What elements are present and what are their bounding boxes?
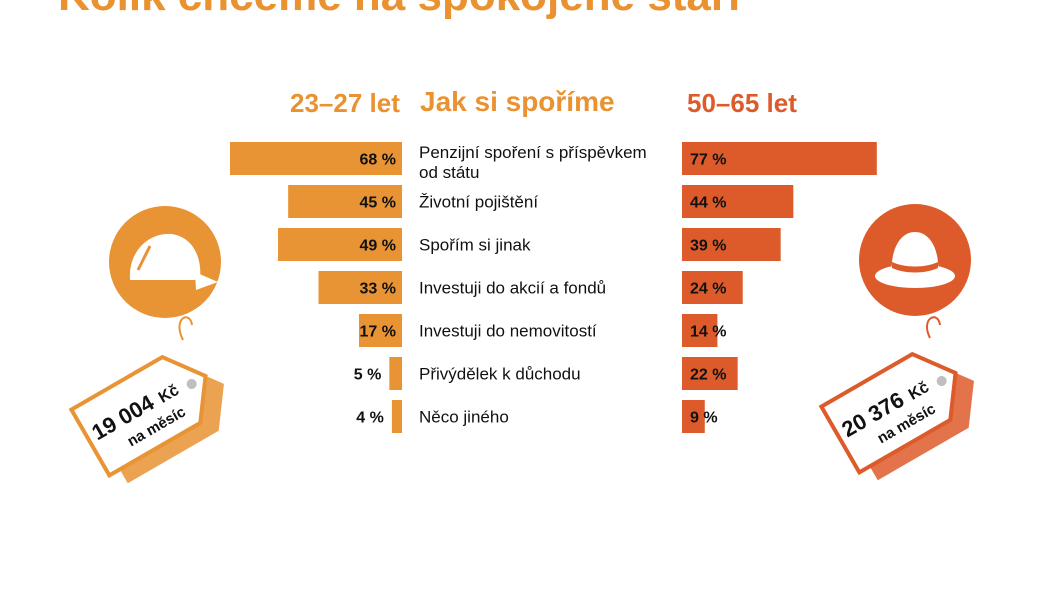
category-label-3: Investuji do akcií a fondů: [419, 279, 606, 298]
value-label-senior-2: 39 %: [690, 238, 726, 255]
category-label-0: Penzijní spoření s příspěvkem od státu: [419, 143, 647, 182]
page-title: Kolik chceme na spokojené stáří: [58, 0, 740, 18]
category-label-5: Přivýdělek k důchodu: [419, 365, 581, 384]
value-label-young-2: 49 %: [360, 238, 396, 255]
bar-senior-1: [682, 185, 794, 218]
senior-price-tag: 20 376 Kč na měsíc: [818, 316, 974, 481]
value-label-senior-1: 44 %: [690, 195, 726, 212]
value-label-young-3: 33 %: [360, 281, 396, 298]
bar-young-4: [358, 314, 402, 347]
value-label-young-1: 45 %: [360, 195, 396, 212]
hat-icon: [859, 204, 971, 316]
young-group-heading: 23–27 let: [290, 88, 400, 118]
category-label-2: Spořím si jinak: [419, 236, 531, 255]
chart-title: Jak si spoříme: [420, 86, 615, 117]
value-label-senior-3: 24 %: [690, 281, 726, 298]
category-label-4: Investuji do nemovitostí: [419, 322, 597, 341]
bar-senior-5: [682, 357, 738, 390]
bar-young-6: [391, 400, 402, 433]
young-price-tag: 19 004 Kč na měsíc: [68, 316, 224, 484]
value-label-senior-4: 14 %: [690, 324, 726, 341]
bar-senior-6: [682, 400, 705, 433]
value-label-young-6: 4 %: [356, 410, 384, 427]
bar-young-0: [229, 142, 402, 175]
bar-senior-0: [682, 142, 877, 175]
bar-senior-2: [682, 228, 781, 261]
bar-senior-4: [682, 314, 718, 347]
cap-icon: [109, 206, 221, 318]
bar-senior-3: [682, 271, 743, 304]
bar-young-3: [318, 271, 402, 304]
senior-group-heading: 50–65 let: [687, 88, 797, 118]
category-label-6: Něco jiného: [419, 408, 509, 427]
value-label-young-5: 5 %: [354, 367, 382, 384]
value-label-young-0: 68 %: [360, 152, 396, 169]
value-label-senior-0: 77 %: [690, 152, 726, 169]
bars-layer: 68 % 77 % Penzijní spoření s příspěvkem od …: [229, 142, 877, 433]
value-label-senior-6: 9 %: [690, 410, 718, 427]
value-label-senior-5: 22 %: [690, 367, 726, 384]
bar-young-2: [278, 228, 402, 261]
bar-young-5: [389, 357, 402, 390]
bar-young-1: [288, 185, 402, 218]
value-label-young-4: 17 %: [360, 324, 396, 341]
category-label-1: Životní pojištění: [419, 193, 538, 212]
